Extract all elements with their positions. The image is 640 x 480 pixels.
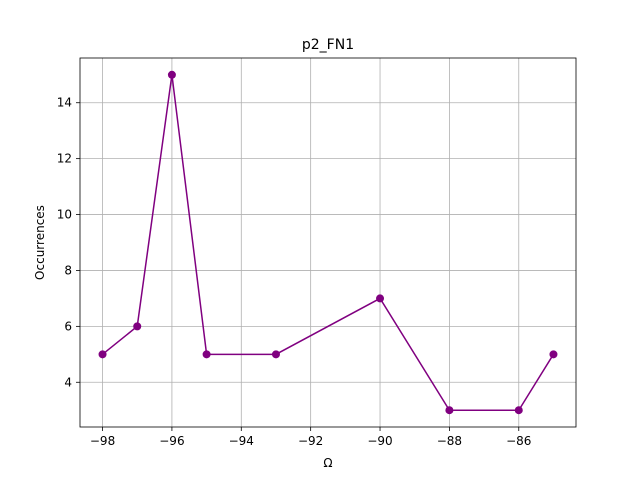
- y-tick-label: 12: [57, 152, 72, 166]
- x-axis-label: Ω: [323, 456, 332, 470]
- data-point: [549, 350, 558, 359]
- y-tick-label: 4: [64, 375, 72, 389]
- x-tick-label: −94: [229, 434, 254, 448]
- data-point: [133, 322, 142, 331]
- data-point: [445, 406, 454, 415]
- y-axis-label: Occurrences: [33, 205, 47, 280]
- data-point: [271, 350, 280, 359]
- series-line: [102, 74, 555, 411]
- chart-title: p2_FN1: [302, 37, 354, 53]
- x-tick-label: −92: [298, 434, 323, 448]
- series-layer: [98, 70, 558, 415]
- y-tick-label: 8: [64, 263, 72, 277]
- data-point: [376, 294, 385, 303]
- data-point: [167, 70, 176, 79]
- ticks: −98 −96 −94 −92 −90 −88 −86 4 6 8 10 12 14: [57, 96, 532, 448]
- data-point: [514, 406, 523, 415]
- data-point: [98, 350, 107, 359]
- y-tick-label: 6: [64, 319, 72, 333]
- x-tick-label: −88: [437, 434, 462, 448]
- x-tick-label: −90: [367, 434, 392, 448]
- x-tick-label: −86: [506, 434, 531, 448]
- x-tick-label: −96: [159, 434, 184, 448]
- plot-frame: [79, 57, 577, 428]
- data-point: [202, 350, 211, 359]
- x-tick-label: −98: [90, 434, 115, 448]
- y-tick-label: 10: [57, 208, 72, 222]
- y-tick-label: 14: [57, 96, 72, 110]
- grid: [80, 58, 576, 427]
